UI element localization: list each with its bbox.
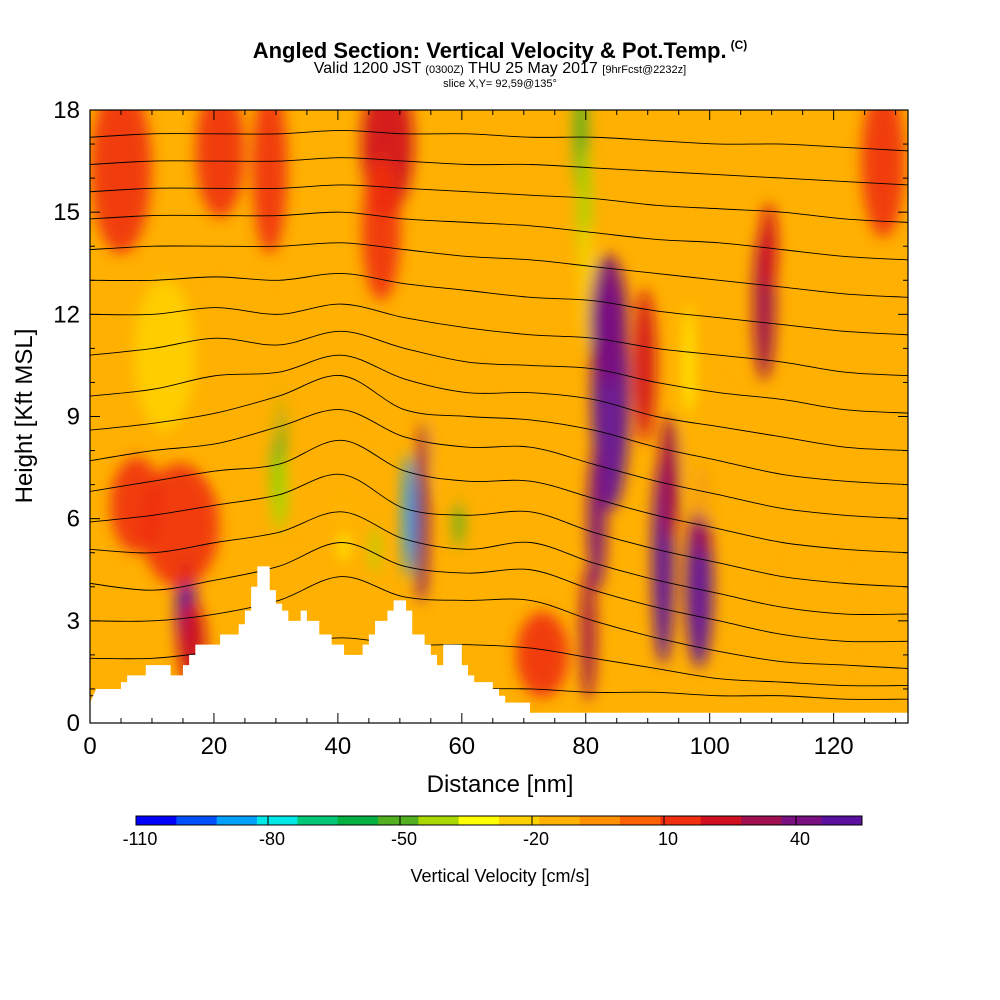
- isentrope-line: [90, 303, 908, 377]
- slice-info: slice X,Y= 92,59@135°: [443, 78, 557, 90]
- x-tick-label: 20: [201, 733, 228, 760]
- x-axis: 0 20 40 60 80 100 120: [83, 110, 897, 760]
- valid-date: THU 25 May 2017: [467, 60, 598, 77]
- colorbar-label: Vertical Velocity [cm/s]: [410, 866, 589, 886]
- y-tick-label: 18: [53, 97, 80, 124]
- y-tick-label: 9: [67, 404, 80, 431]
- colorbar-swatch: [337, 816, 379, 825]
- velocity-cell: [296, 427, 367, 542]
- colorbar: -110 -80 -50 -20 10 40: [123, 815, 863, 849]
- isentrope-line: [90, 273, 908, 336]
- velocity-cell: [588, 254, 628, 388]
- colorbar-swatch: [781, 816, 823, 825]
- x-tick-label: 80: [572, 733, 599, 760]
- isentrope-line: [90, 439, 908, 554]
- y-tick-label: 3: [67, 608, 80, 635]
- isentrope-line: [90, 330, 908, 414]
- y-axis-label: Height [Kft MSL]: [11, 329, 38, 504]
- x-tick-label: 60: [448, 733, 475, 760]
- velocity-cell: [271, 453, 288, 530]
- velocity-cell: [402, 453, 415, 578]
- isentrope-line: [90, 157, 908, 186]
- isentrope-line: [90, 409, 908, 520]
- velocity-cell: [90, 110, 152, 254]
- colorbar-tick-label: 40: [790, 829, 810, 849]
- x-tick-label: 100: [690, 733, 730, 760]
- isentrope-line: [90, 354, 908, 452]
- colorbar-tick-label: -50: [391, 829, 417, 849]
- y-tick-label: 12: [53, 301, 80, 328]
- colorbar-swatch: [579, 816, 621, 825]
- chart-title-text: Angled Section: Vertical Velocity & Pot.…: [252, 38, 727, 63]
- velocity-cell: [684, 303, 693, 428]
- valid-prefix: Valid 1200 JST: [313, 60, 421, 77]
- velocity-cell: [759, 203, 778, 290]
- colorbar-swatch: [539, 816, 581, 825]
- colorbar-swatch: [418, 816, 460, 825]
- velocity-cell: [370, 525, 380, 574]
- velocity-cell: [133, 278, 195, 432]
- colorbar-swatch: [136, 816, 177, 825]
- velocity-cell: [418, 421, 429, 480]
- x-axis-label: Distance [nm]: [427, 771, 574, 798]
- isentrope-line: [90, 211, 908, 261]
- velocity-cell: [659, 415, 680, 540]
- isentrope-line: [90, 242, 908, 298]
- terrain-profile: [90, 566, 908, 723]
- valid-time-line: Valid 1200 JST (0300Z) THU 25 May 2017 […: [0, 60, 1000, 78]
- colorbar-swatch: [499, 816, 540, 825]
- y-tick-label: 0: [67, 710, 80, 737]
- colorbar-swatch: [741, 816, 782, 825]
- colorbar-tick-label: 10: [658, 829, 678, 849]
- velocity-cell: [861, 110, 905, 238]
- isentrope-line: [90, 576, 908, 669]
- plot-area: [90, 110, 908, 723]
- velocity-cell: [195, 110, 245, 218]
- velocity-cell: [587, 447, 607, 591]
- velocity-cell: [110, 457, 163, 553]
- x-tick-label: 40: [325, 733, 352, 760]
- colorbar-swatch: [458, 816, 500, 825]
- y-tick-label: 6: [67, 506, 80, 533]
- isentrope-line: [90, 129, 908, 152]
- isentrope-contours: [90, 129, 908, 700]
- x-tick-label: 120: [814, 733, 854, 760]
- velocity-cell: [683, 379, 736, 523]
- colorbar-tick-label: -20: [523, 829, 549, 849]
- velocity-cell: [414, 441, 429, 604]
- colorbar-swatch: [620, 816, 661, 825]
- valid-utc: (0300Z): [425, 64, 464, 76]
- colorbar-tick-label: -80: [259, 829, 285, 849]
- velocity-cell: [252, 110, 288, 254]
- forecast-tag: [9hrFcst@2232z]: [602, 64, 687, 76]
- chart-title: Angled Section: Vertical Velocity & Pot.…: [0, 38, 1000, 64]
- velocity-cell: [431, 362, 493, 506]
- colorbar-swatch: [660, 816, 702, 825]
- velocity-cell: [195, 277, 283, 488]
- y-tick-label: 15: [53, 199, 80, 226]
- isentrope-line: [90, 473, 908, 588]
- colorbar-swatch: [297, 816, 339, 825]
- velocity-cell: [780, 549, 850, 693]
- isentrope-line: [90, 375, 908, 486]
- y-axis: 0 3 6 9 12 15 18: [53, 97, 908, 737]
- chart-title-tag: (C): [730, 38, 748, 52]
- velocity-cell: [516, 611, 569, 698]
- velocity-cell: [580, 567, 597, 702]
- colorbar-swatch: [176, 816, 218, 825]
- colorbar-swatch: [700, 816, 742, 825]
- colorbar-swatch: [216, 816, 258, 825]
- velocity-field: [90, 110, 905, 702]
- colorbar-swatch: [257, 816, 298, 825]
- x-tick-label: 0: [83, 733, 96, 760]
- isentrope-line: [90, 511, 908, 615]
- colorbar-swatch: [378, 816, 419, 825]
- velocity-cell: [362, 157, 401, 301]
- velocity-cell: [633, 289, 656, 442]
- isentrope-line: [90, 184, 908, 223]
- colorbar-tick-label: -110: [123, 829, 158, 849]
- isentrope-line: [90, 542, 908, 643]
- colorbar-swatch: [821, 816, 863, 825]
